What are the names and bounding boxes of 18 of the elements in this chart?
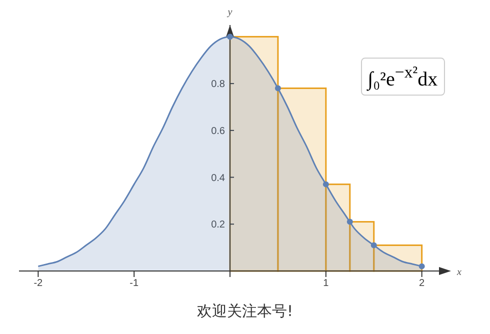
y-tick-label: 0.2	[211, 220, 226, 231]
y-tick-label: 0.6	[211, 126, 226, 137]
x-tick-label: 1	[323, 278, 330, 290]
x-axis-title: x	[456, 267, 462, 278]
text: 欢迎关注本号!	[196, 302, 294, 321]
point	[274, 85, 281, 92]
point	[227, 34, 233, 40]
x-tick-label: -2	[34, 278, 44, 290]
point	[418, 263, 425, 270]
y-axis-title: y	[226, 7, 233, 18]
point	[322, 181, 329, 188]
x-tick-label: -1	[130, 278, 139, 290]
x-tick-label: 2	[419, 278, 426, 290]
annotation: ∫₀²e$^{−x²}$dx	[360, 57, 445, 96]
y-tick-label: 0.8	[211, 79, 226, 90]
point	[370, 242, 377, 248]
point	[346, 218, 353, 225]
y-tick-label: 0.4	[211, 172, 226, 184]
